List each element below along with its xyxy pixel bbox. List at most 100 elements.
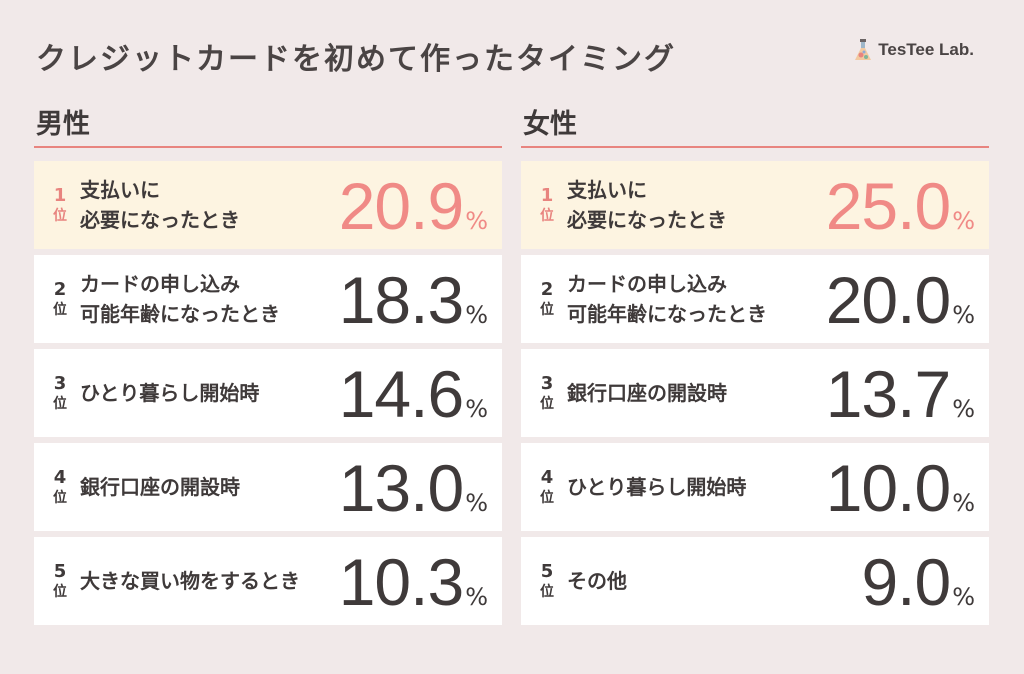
percent-sign: %: [465, 207, 488, 235]
percent-number: 14.6: [338, 357, 464, 431]
ranking-row: 4 位銀行口座の開設時 13.0%: [34, 443, 502, 531]
ranking-row: 3 位ひとり暮らし開始時 14.6%: [34, 349, 502, 437]
percent-value: 10.0%: [826, 455, 975, 521]
ranking-row: 5 位大きな買い物をするとき 10.3%: [34, 537, 502, 625]
reason-label-line: 必要になったとき: [80, 208, 240, 232]
rank-number: 5: [53, 561, 67, 582]
percent-sign: %: [952, 489, 975, 517]
rank-suffix: 位: [540, 396, 554, 412]
percent-value: 10.3%: [339, 549, 488, 615]
percent-value: 20.0%: [826, 267, 975, 333]
percent-sign: %: [465, 395, 488, 423]
percent-sign: %: [465, 489, 488, 517]
percent-number: 10.0: [825, 451, 951, 525]
reason-label: ひとり暮らし開始時: [567, 472, 817, 502]
reason-label: 銀行口座の開設時: [80, 472, 330, 502]
reason-label-line: その他: [567, 569, 627, 593]
male-column: 男性 1 位支払いに 必要になったとき 20.9% 2 位カードの申し込み 可能年齢になった…: [34, 108, 502, 631]
reason-label: 大きな買い物をするとき: [80, 566, 330, 596]
logo-text: TesTee Lab.: [878, 40, 974, 59]
reason-label-line: 必要になったとき: [567, 208, 727, 232]
reason-label-line: ひとり暮らし開始時: [80, 381, 260, 405]
reason-label-line: カードの申し込み: [80, 272, 240, 296]
ranking-row: 1 位支払いに 必要になったとき 20.9%: [34, 161, 502, 249]
flask-icon: [855, 39, 872, 60]
female-heading: 女性: [521, 108, 989, 148]
reason-label: カードの申し込み可能年齢になったとき: [567, 269, 817, 329]
percent-value: 13.7%: [826, 361, 975, 427]
percent-sign: %: [952, 395, 975, 423]
ranking-row: 4 位ひとり暮らし開始時 10.0%: [521, 443, 989, 531]
rank-suffix: 位: [53, 208, 67, 224]
page-title: クレジットカードを初めて作ったタイミング: [36, 42, 676, 77]
rank-suffix: 位: [540, 490, 554, 506]
rank-number: 3: [540, 373, 554, 394]
rank-suffix: 位: [53, 490, 67, 506]
percent-sign: %: [952, 301, 975, 329]
percent-number: 13.0: [338, 451, 464, 525]
reason-label-line: カードの申し込み: [567, 272, 727, 296]
rank-number: 2: [53, 279, 67, 300]
percent-value: 13.0%: [339, 455, 488, 521]
reason-label: カードの申し込み可能年齢になったとき: [80, 269, 330, 329]
percent-sign: %: [952, 583, 975, 611]
rank-number: 3: [53, 373, 67, 394]
rank-number: 4: [540, 467, 554, 488]
reason-label-line: 銀行口座の開設時: [567, 381, 727, 405]
rank-number: 5: [540, 561, 554, 582]
female-column: 女性 1 位支払いに 必要になったとき 25.0% 2 位カードの申し込み 可能年齢になった…: [521, 108, 989, 631]
female-ranking: 1 位支払いに 必要になったとき 25.0% 2 位カードの申し込み 可能年齢になったとき 2…: [521, 161, 989, 625]
male-heading: 男性: [34, 108, 502, 148]
reason-label-line: ひとり暮らし開始時: [567, 475, 747, 499]
percent-number: 10.3: [338, 545, 464, 619]
reason-label: 銀行口座の開設時: [567, 378, 817, 408]
brand-logo: TesTee Lab.: [854, 38, 974, 62]
reason-label-line: 可能年齢になったとき: [80, 302, 280, 326]
reason-label: その他: [567, 566, 817, 596]
rank-suffix: 位: [53, 396, 67, 412]
percent-number: 18.3: [338, 263, 464, 337]
rank-suffix: 位: [53, 302, 67, 318]
reason-label-line: 大きな買い物をするとき: [80, 569, 300, 593]
percent-number: 13.7: [825, 357, 951, 431]
percent-value: 9.0%: [861, 549, 975, 615]
percent-sign: %: [465, 583, 488, 611]
reason-label-line: 可能年齢になったとき: [567, 302, 767, 326]
male-ranking: 1 位支払いに 必要になったとき 20.9% 2 位カードの申し込み 可能年齢になったとき 1…: [34, 161, 502, 625]
rank-number: 2: [540, 279, 554, 300]
percent-value: 20.9%: [339, 173, 488, 239]
reason-label-line: 銀行口座の開設時: [80, 475, 240, 499]
percent-number: 20.9: [338, 169, 464, 243]
rank-number: 1: [540, 185, 554, 206]
reason-label-line: 支払いに: [567, 178, 647, 202]
percent-sign: %: [952, 207, 975, 235]
ranking-row: 2 位カードの申し込み 可能年齢になったとき 18.3%: [34, 255, 502, 343]
reason-label: 支払いに必要になったとき: [80, 175, 330, 235]
percent-number: 25.0: [825, 169, 951, 243]
ranking-row: 3 位銀行口座の開設時 13.7%: [521, 349, 989, 437]
rank-suffix: 位: [540, 208, 554, 224]
percent-number: 9.0: [861, 545, 951, 619]
rank-suffix: 位: [540, 302, 554, 318]
percent-value: 14.6%: [339, 361, 488, 427]
percent-sign: %: [465, 301, 488, 329]
reason-label: 支払いに必要になったとき: [567, 175, 817, 235]
rank-number: 4: [53, 467, 67, 488]
rank-number: 1: [53, 185, 67, 206]
rank-suffix: 位: [53, 584, 67, 600]
ranking-row: 5 位その他 9.0%: [521, 537, 989, 625]
reason-label: ひとり暮らし開始時: [80, 378, 330, 408]
rank-suffix: 位: [540, 584, 554, 600]
ranking-row: 2 位カードの申し込み 可能年齢になったとき 20.0%: [521, 255, 989, 343]
reason-label-line: 支払いに: [80, 178, 160, 202]
percent-value: 18.3%: [339, 267, 488, 333]
